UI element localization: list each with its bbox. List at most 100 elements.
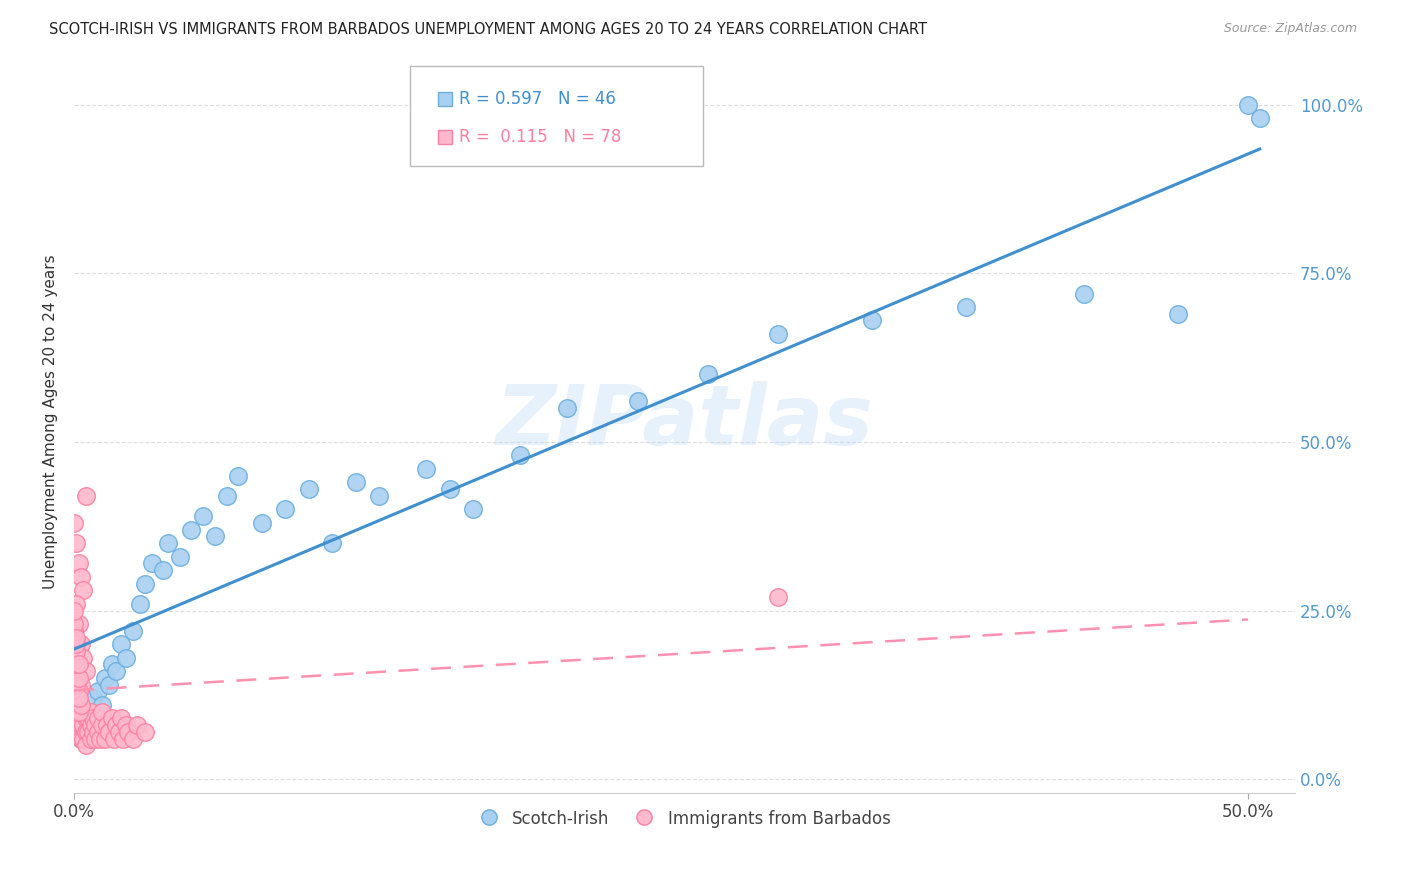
Point xyxy=(860,313,883,327)
Point xyxy=(107,725,129,739)
Point xyxy=(70,731,93,746)
Point xyxy=(463,502,485,516)
Point xyxy=(75,665,97,679)
Point xyxy=(768,326,790,341)
Point xyxy=(75,489,97,503)
Point xyxy=(72,583,94,598)
Text: ZIPatlas: ZIPatlas xyxy=(496,381,873,462)
Point xyxy=(67,557,90,571)
Point xyxy=(91,718,114,732)
Point xyxy=(1237,97,1260,112)
Point xyxy=(67,698,90,712)
Point xyxy=(204,529,226,543)
Point xyxy=(228,468,250,483)
Point xyxy=(105,718,128,732)
Point xyxy=(1073,286,1095,301)
Point xyxy=(65,536,87,550)
Point xyxy=(72,731,94,746)
Point xyxy=(134,576,156,591)
Point xyxy=(70,705,93,719)
Point xyxy=(96,718,118,732)
Point xyxy=(65,678,87,692)
Point xyxy=(63,631,86,645)
Point xyxy=(65,691,87,706)
Point xyxy=(156,536,179,550)
Point xyxy=(63,516,86,530)
Point xyxy=(86,711,108,725)
Point xyxy=(67,617,90,632)
Point xyxy=(70,570,93,584)
Point xyxy=(439,482,461,496)
Point xyxy=(1167,307,1189,321)
Point xyxy=(65,711,87,725)
Point xyxy=(82,725,104,739)
Point xyxy=(141,557,163,571)
Point xyxy=(697,368,720,382)
Point xyxy=(65,631,87,645)
Point xyxy=(77,705,100,719)
Point xyxy=(121,731,143,746)
Point xyxy=(152,563,174,577)
Point xyxy=(84,711,107,725)
Point xyxy=(193,509,215,524)
Point xyxy=(368,489,391,503)
Point xyxy=(63,705,86,719)
Point xyxy=(65,718,87,732)
FancyBboxPatch shape xyxy=(409,65,703,166)
Point xyxy=(79,731,101,746)
Point xyxy=(82,691,104,706)
Point xyxy=(70,637,93,651)
Point xyxy=(955,300,977,314)
Point xyxy=(67,711,90,725)
Point xyxy=(79,718,101,732)
Point xyxy=(110,637,132,651)
Point xyxy=(128,597,150,611)
Point xyxy=(114,718,136,732)
Point xyxy=(63,603,86,617)
Point xyxy=(91,705,114,719)
Point xyxy=(1249,111,1271,125)
Point xyxy=(84,731,107,746)
Point xyxy=(127,718,149,732)
Point xyxy=(77,725,100,739)
Point xyxy=(63,617,86,632)
Point xyxy=(114,650,136,665)
Point xyxy=(509,449,531,463)
Point xyxy=(79,725,101,739)
Point xyxy=(72,650,94,665)
Point xyxy=(75,711,97,725)
Point xyxy=(180,523,202,537)
Point xyxy=(63,644,86,658)
Point xyxy=(67,691,90,706)
Point xyxy=(63,684,86,698)
Point xyxy=(250,516,273,530)
Point xyxy=(134,725,156,739)
Point xyxy=(112,731,135,746)
Point xyxy=(75,739,97,753)
Point xyxy=(65,637,87,651)
Point xyxy=(298,482,321,496)
Point xyxy=(67,671,90,685)
Point xyxy=(93,671,115,685)
Point xyxy=(77,711,100,725)
Point xyxy=(84,718,107,732)
Point xyxy=(110,711,132,725)
Point xyxy=(215,489,238,503)
Point xyxy=(91,698,114,712)
Point xyxy=(70,731,93,746)
Point xyxy=(67,725,90,739)
Y-axis label: Unemployment Among Ages 20 to 24 years: Unemployment Among Ages 20 to 24 years xyxy=(44,254,58,589)
Point xyxy=(67,684,90,698)
Point xyxy=(65,725,87,739)
Point xyxy=(86,725,108,739)
Point xyxy=(79,705,101,719)
Point xyxy=(321,536,343,550)
Point xyxy=(63,624,86,638)
Point xyxy=(103,731,125,746)
Point xyxy=(98,678,121,692)
Point xyxy=(67,705,90,719)
Text: SCOTCH-IRISH VS IMMIGRANTS FROM BARBADOS UNEMPLOYMENT AMONG AGES 20 TO 24 YEARS : SCOTCH-IRISH VS IMMIGRANTS FROM BARBADOS… xyxy=(49,22,927,37)
Point xyxy=(100,711,122,725)
Point xyxy=(93,731,115,746)
Point xyxy=(86,684,108,698)
